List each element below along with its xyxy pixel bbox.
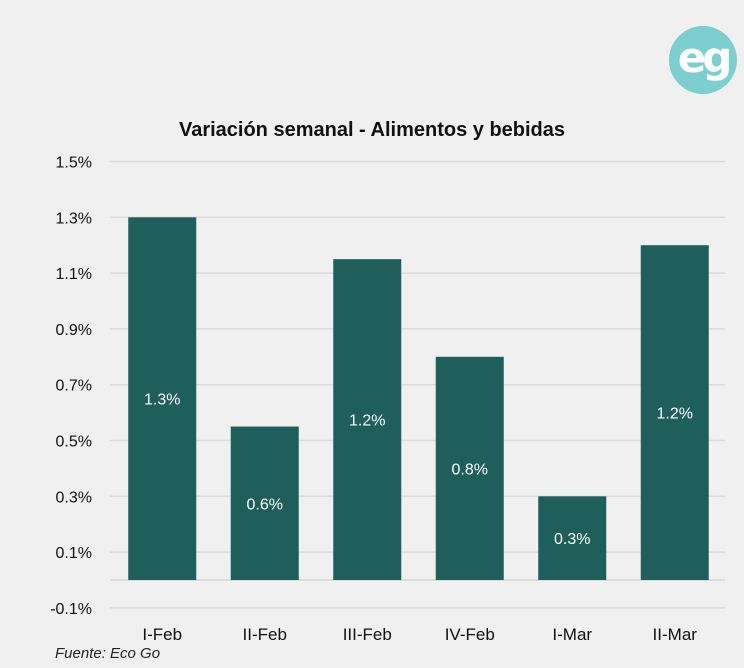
y-tick-label: 0.9% <box>56 322 92 339</box>
bar <box>435 356 504 580</box>
eco-go-logo-text: eg <box>677 33 733 82</box>
bar <box>333 259 402 580</box>
x-tick-label: IV-Feb <box>445 625 495 644</box>
source-note: Fuente: Eco Go <box>55 645 161 662</box>
y-tick-label: 0.7% <box>56 378 92 395</box>
y-tick-label: 1.3% <box>56 210 92 227</box>
x-tick-label: I-Mar <box>552 625 592 644</box>
data-label: 1.2% <box>657 406 693 423</box>
data-label: 1.2% <box>349 413 385 430</box>
chart-title: Variación semanal - Alimentos y bebidas <box>178 119 566 141</box>
y-tick-label: 0.5% <box>56 434 92 451</box>
x-tick-label: II-Feb <box>243 625 287 644</box>
y-tick-label: -0.1% <box>50 601 92 618</box>
data-label: 0.8% <box>452 461 488 478</box>
y-tick-label: 1.1% <box>56 266 92 283</box>
y-tick-label: 1.5% <box>56 155 92 172</box>
bar <box>538 496 607 580</box>
bar <box>640 245 709 580</box>
x-tick-label: I-Feb <box>142 625 182 644</box>
x-tick-label: II-Mar <box>653 625 698 644</box>
bar <box>128 217 197 581</box>
bar <box>230 426 299 580</box>
data-label: 1.3% <box>144 392 180 409</box>
y-tick-label: 0.1% <box>56 545 92 562</box>
data-label: 0.3% <box>554 531 590 548</box>
data-label: 0.6% <box>247 496 283 513</box>
y-tick-label: 0.3% <box>56 489 92 506</box>
eco-go-logo: eg <box>669 26 737 94</box>
x-tick-label: III-Feb <box>343 625 392 644</box>
